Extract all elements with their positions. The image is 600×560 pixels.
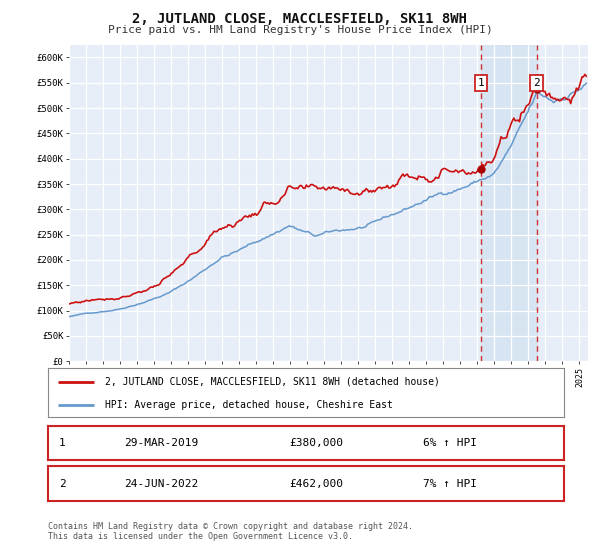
Text: 2: 2 bbox=[59, 479, 66, 489]
Text: 1: 1 bbox=[59, 438, 66, 448]
Text: 1: 1 bbox=[478, 78, 484, 88]
Text: £380,000: £380,000 bbox=[289, 438, 343, 448]
Text: Contains HM Land Registry data © Crown copyright and database right 2024.
This d: Contains HM Land Registry data © Crown c… bbox=[48, 522, 413, 542]
Text: 6% ↑ HPI: 6% ↑ HPI bbox=[424, 438, 478, 448]
Text: 2, JUTLAND CLOSE, MACCLESFIELD, SK11 8WH (detached house): 2, JUTLAND CLOSE, MACCLESFIELD, SK11 8WH… bbox=[105, 377, 440, 387]
Text: 7% ↑ HPI: 7% ↑ HPI bbox=[424, 479, 478, 489]
Text: 2, JUTLAND CLOSE, MACCLESFIELD, SK11 8WH: 2, JUTLAND CLOSE, MACCLESFIELD, SK11 8WH bbox=[133, 12, 467, 26]
Text: 24-JUN-2022: 24-JUN-2022 bbox=[124, 479, 199, 489]
Text: £462,000: £462,000 bbox=[289, 479, 343, 489]
Text: 29-MAR-2019: 29-MAR-2019 bbox=[124, 438, 199, 448]
Text: HPI: Average price, detached house, Cheshire East: HPI: Average price, detached house, Ches… bbox=[105, 400, 392, 410]
Text: 2: 2 bbox=[533, 78, 540, 88]
Bar bbox=[481, 45, 536, 361]
Text: Price paid vs. HM Land Registry's House Price Index (HPI): Price paid vs. HM Land Registry's House … bbox=[107, 25, 493, 35]
